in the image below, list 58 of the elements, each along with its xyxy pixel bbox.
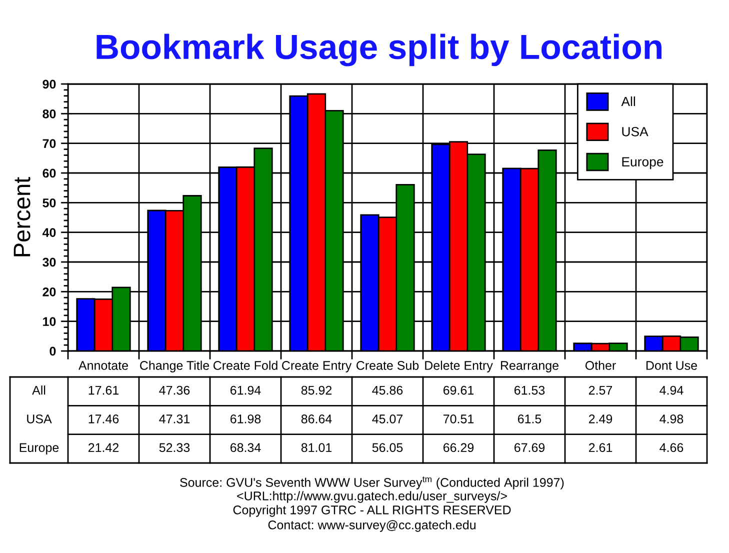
y-axis-title: Percent bbox=[14, 176, 30, 256]
data-label: 61.53 bbox=[514, 386, 545, 395]
data-label: 2.61 bbox=[588, 443, 612, 452]
x-tick-label: Create Fold bbox=[213, 360, 278, 370]
x-tick-label: Rearrange bbox=[500, 361, 558, 372]
data-label: 56.05 bbox=[372, 443, 403, 452]
data-label: 2.49 bbox=[588, 414, 612, 424]
data-label: 61.94 bbox=[230, 386, 261, 395]
data-label: 45.07 bbox=[372, 414, 403, 424]
y-tick-label: 90 bbox=[42, 80, 56, 89]
data-label: 61.98 bbox=[230, 414, 261, 424]
legend-label: All bbox=[621, 96, 635, 106]
data-label: 67.69 bbox=[514, 443, 545, 452]
x-tick-label: Create Entry bbox=[282, 361, 352, 372]
x-tick-label: Dont Use bbox=[646, 361, 697, 370]
data-label: 69.61 bbox=[443, 386, 474, 395]
x-tick-label: Delete Entry bbox=[425, 360, 493, 372]
data-label: 61.5 bbox=[518, 414, 542, 424]
legend-label: USA bbox=[622, 126, 648, 136]
data-label: 4.98 bbox=[660, 414, 684, 424]
text: All bbox=[32, 386, 46, 395]
data-label: 68.34 bbox=[230, 443, 261, 452]
y-tick-label: 20 bbox=[42, 287, 56, 296]
legend-label: Europe bbox=[622, 157, 664, 170]
data-label: 70.51 bbox=[444, 414, 474, 424]
y-tick-label: 40 bbox=[42, 228, 56, 237]
text: Contact: www-survey@cc.gatech.edu bbox=[268, 520, 476, 532]
chart-title: Bookmark Usage split by Location bbox=[96, 34, 662, 66]
data-label: 47.31 bbox=[159, 414, 190, 424]
data-label: 17.61 bbox=[88, 386, 119, 395]
text: Copyright 1997 GTRC - ALL RIGHTS RESERVED bbox=[233, 505, 511, 517]
data-label: 17.46 bbox=[88, 414, 119, 424]
data-label: 4.66 bbox=[660, 443, 684, 452]
y-tick-label: 30 bbox=[42, 258, 56, 267]
data-label: 86.64 bbox=[301, 414, 332, 424]
text: <URL:http://www.gvu.gatech.edu/user_surveys/> bbox=[237, 491, 507, 503]
data-label: 47.36 bbox=[159, 386, 190, 395]
x-tick-label: Create Sub bbox=[356, 360, 419, 370]
y-tick-label: 60 bbox=[42, 168, 56, 178]
data-label: 52.33 bbox=[159, 443, 190, 452]
text: Europe bbox=[20, 443, 59, 454]
data-label: 45.86 bbox=[372, 386, 403, 395]
y-tick-label: 0 bbox=[50, 346, 56, 356]
data-label: 4.94 bbox=[660, 386, 684, 395]
y-tick-label: 70 bbox=[42, 139, 56, 148]
data-label: 66.29 bbox=[443, 443, 474, 452]
source-note: Source: GVU's Seventh WWW User Survey$^{tm}$ (Conducted April 1997) bbox=[180, 476, 564, 490]
y-tick-label: 10 bbox=[43, 317, 56, 326]
data-label: 85.92 bbox=[301, 386, 332, 395]
x-tick-label: Other bbox=[585, 360, 616, 370]
data-label: 2.57 bbox=[588, 386, 612, 395]
y-tick-label: 80 bbox=[42, 109, 56, 118]
y-tick-label: 50 bbox=[42, 198, 56, 208]
x-tick-label: Change Title bbox=[140, 360, 210, 372]
text: USA bbox=[27, 414, 52, 424]
data-label: 81.01 bbox=[301, 443, 332, 452]
x-tick-label: Annotate bbox=[78, 361, 128, 370]
data-label: 21.42 bbox=[88, 443, 119, 452]
